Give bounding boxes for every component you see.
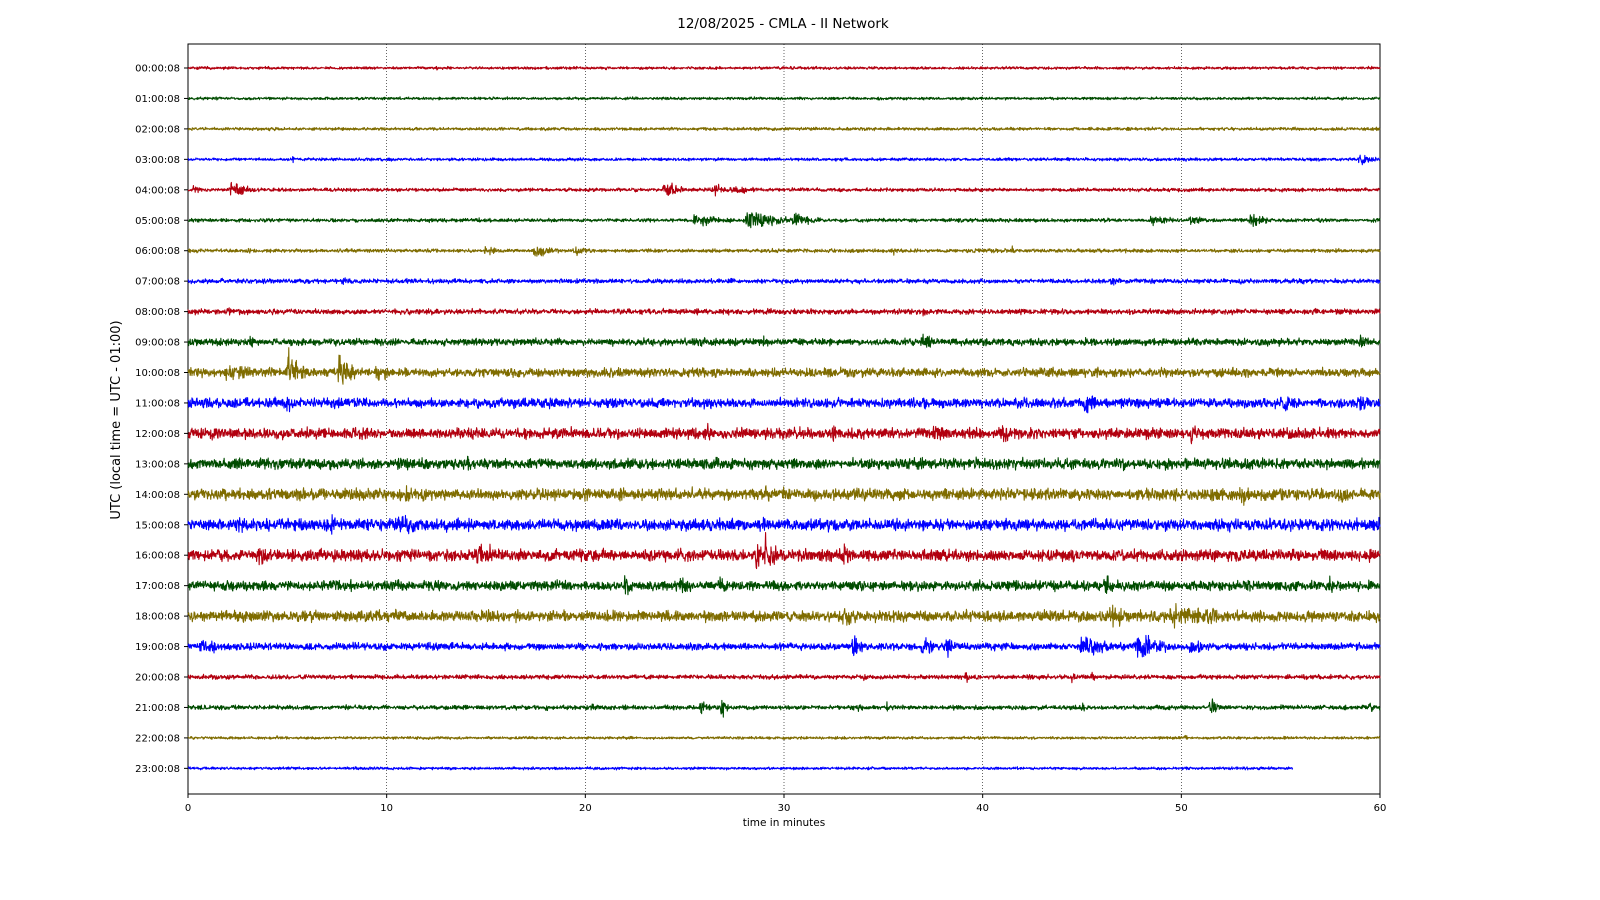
trace-14:00:08 xyxy=(187,485,1381,506)
y-tick-label: 00:00:08 xyxy=(135,64,180,75)
y-tick-label: 18:00:08 xyxy=(135,612,180,623)
y-tick-label: 15:00:08 xyxy=(135,520,180,531)
y-tick-label: 12:00:08 xyxy=(135,429,180,440)
trace-13:00:08 xyxy=(187,455,1381,472)
y-tick-label: 08:00:08 xyxy=(135,307,180,318)
trace-09:00:08 xyxy=(187,333,1381,348)
trace-01:00:08 xyxy=(187,96,1381,101)
chart-title: 12/08/2025 - CMLA - II Network xyxy=(677,16,889,32)
y-tick-label: 21:00:08 xyxy=(135,703,180,714)
x-tick-label: 0 xyxy=(185,803,191,814)
y-tick-label: 01:00:08 xyxy=(135,94,180,105)
y-tick-label: 09:00:08 xyxy=(135,338,180,349)
trace-03:00:08 xyxy=(187,154,1381,166)
y-tick-label: 19:00:08 xyxy=(135,642,180,653)
y-axis-label: UTC (local time = UTC - 01:00) xyxy=(109,320,124,519)
vertical-gridlines xyxy=(386,44,1182,794)
trace-05:00:08 xyxy=(187,212,1381,229)
trace-16:00:08 xyxy=(187,532,1381,570)
y-tick-label: 10:00:08 xyxy=(135,368,180,379)
trace-18:00:08 xyxy=(187,602,1381,629)
y-tick-label: 05:00:08 xyxy=(135,216,180,227)
y-tick-label: 20:00:08 xyxy=(135,673,180,684)
trace-06:00:08 xyxy=(187,245,1381,257)
x-axis-label: time in minutes xyxy=(743,817,825,829)
x-axis-ticks: 0 10 20 30 40 50 60 xyxy=(185,794,1387,814)
x-tick-label: 10 xyxy=(380,803,393,814)
trace-20:00:08 xyxy=(187,671,1381,684)
trace-15:00:08 xyxy=(187,514,1381,535)
y-tick-labels: 00:00:08 01:00:08 02:00:08 03:00:08 04:00:08… xyxy=(135,64,188,775)
x-tick-label: 30 xyxy=(778,803,791,814)
x-tick-label: 20 xyxy=(579,803,592,814)
x-tick-label: 60 xyxy=(1374,803,1387,814)
y-tick-label: 06:00:08 xyxy=(135,246,180,257)
trace-10:00:08 xyxy=(187,347,1381,385)
y-tick-label: 13:00:08 xyxy=(135,459,180,470)
trace-08:00:08 xyxy=(187,307,1381,317)
y-tick-label: 14:00:08 xyxy=(135,490,180,501)
y-tick-label: 04:00:08 xyxy=(135,185,180,196)
y-tick-label: 22:00:08 xyxy=(135,733,180,744)
x-tick-label: 40 xyxy=(976,803,989,814)
y-tick-label: 17:00:08 xyxy=(135,581,180,592)
trace-23:00:08 xyxy=(187,766,1294,771)
trace-11:00:08 xyxy=(187,395,1381,414)
x-tick-label: 50 xyxy=(1175,803,1188,814)
trace-04:00:08 xyxy=(187,181,1381,197)
y-tick-label: 07:00:08 xyxy=(135,277,180,288)
trace-07:00:08 xyxy=(187,277,1381,286)
trace-21:00:08 xyxy=(187,698,1381,718)
y-tick-label: 02:00:08 xyxy=(135,124,180,135)
y-tick-label: 11:00:08 xyxy=(135,398,180,409)
trace-00:00:08 xyxy=(187,65,1381,71)
trace-12:00:08 xyxy=(187,422,1381,445)
trace-19:00:08 xyxy=(187,634,1381,658)
y-tick-label: 16:00:08 xyxy=(135,551,180,562)
trace-02:00:08 xyxy=(187,126,1381,132)
y-tick-label: 03:00:08 xyxy=(135,155,180,166)
trace-17:00:08 xyxy=(187,575,1381,596)
y-tick-label: 23:00:08 xyxy=(135,764,180,775)
seismic-traces xyxy=(187,65,1381,771)
trace-22:00:08 xyxy=(187,734,1381,741)
